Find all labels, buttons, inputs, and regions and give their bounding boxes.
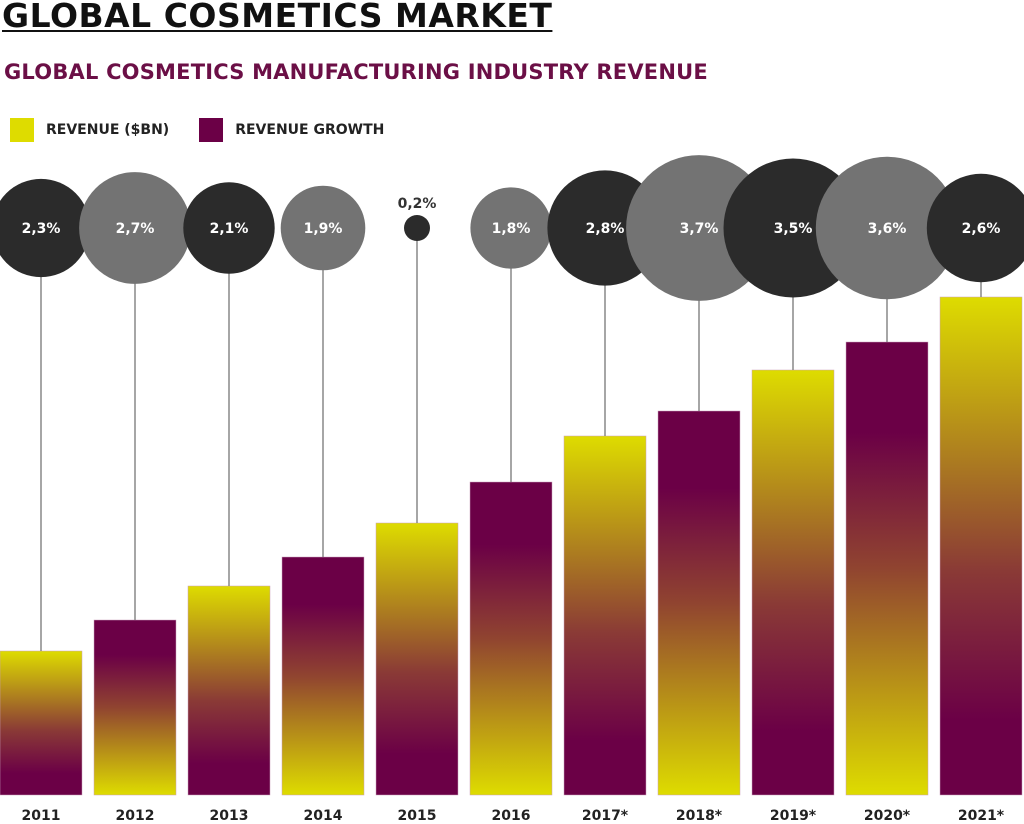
x-tick-label: 2015: [398, 808, 437, 824]
x-tick-label: 2019*: [770, 808, 817, 824]
growth-label-2012: 2,7%: [116, 221, 155, 237]
bar-2015: [375, 522, 459, 796]
growth-bubble-2012: [79, 172, 191, 284]
x-tick-label: 2020*: [864, 808, 911, 824]
growth-bubble-2014: [280, 185, 366, 271]
x-tick-label: 2012: [116, 808, 155, 824]
bar-2013: [187, 585, 271, 796]
bars-group: [0, 296, 1023, 796]
growth-bubble-2016: [470, 187, 552, 269]
legend-swatch-revenue: [10, 118, 34, 142]
bar-2012: [93, 619, 177, 796]
bar-2011: [0, 650, 83, 796]
x-tick-label: 2018*: [676, 808, 723, 824]
growth-label-2013: 2,1%: [210, 221, 249, 237]
bar-2018: [657, 410, 741, 796]
x-tick-label: 2011: [22, 808, 61, 824]
bar-2019: [751, 369, 835, 796]
growth-label-2015: 0,2%: [398, 196, 437, 212]
growth-label-2014: 1,9%: [304, 221, 343, 237]
growth-label-2020: 3,6%: [868, 221, 907, 237]
page-title: GLOBAL COSMETICS MARKET: [2, 0, 553, 35]
bar-2016: [469, 481, 553, 796]
growth-bubble-2011: [0, 178, 91, 278]
legend-item-revenue: REVENUE ($BN): [10, 118, 169, 142]
x-tick-label: 2013: [210, 808, 249, 824]
x-tick-label: 2021*: [958, 808, 1005, 824]
chart-subtitle: GLOBAL COSMETICS MANUFACTURING INDUSTRY …: [4, 60, 708, 84]
growth-label-2016: 1,8%: [492, 221, 531, 237]
bar-2017: [563, 435, 647, 796]
legend-label-revenue: REVENUE ($BN): [46, 122, 170, 138]
growth-label-2018: 3,7%: [680, 221, 719, 237]
x-tick-label: 2014: [304, 808, 343, 824]
stems-group: [40, 228, 982, 651]
bubbles-group: 2,3% 2,7% 2,1% 1,9% 0,2% 1,8% 2,8% 3,7% 3,5% 3,6%…: [0, 155, 1024, 301]
growth-bubble-2020: [815, 156, 959, 300]
growth-label-2019: 3,5%: [774, 221, 813, 237]
legend-swatch-growth: [199, 118, 224, 142]
growth-bubble-2013: [183, 182, 275, 274]
x-axis-labels: 2011 2012 2013 2014 2015 2016 2017* 2018* 2019* 2…: [22, 808, 1005, 824]
legend-item-growth: REVENUE GROWTH: [199, 118, 384, 142]
x-tick-label: 2016: [492, 808, 531, 824]
growth-label-2017: 2,8%: [586, 221, 625, 237]
x-tick-label: 2017*: [582, 808, 629, 824]
bar-2014: [281, 556, 365, 796]
bar-2020: [845, 341, 929, 796]
growth-bubble-2015: [404, 215, 430, 241]
growth-label-2011: 2,3%: [22, 221, 61, 237]
legend: REVENUE ($BN) REVENUE GROWTH: [10, 118, 402, 142]
legend-label-growth: REVENUE GROWTH: [235, 122, 385, 138]
growth-bubble-2021: [926, 173, 1024, 283]
bar-2021: [939, 296, 1023, 796]
growth-label-2021: 2,6%: [962, 221, 1001, 237]
